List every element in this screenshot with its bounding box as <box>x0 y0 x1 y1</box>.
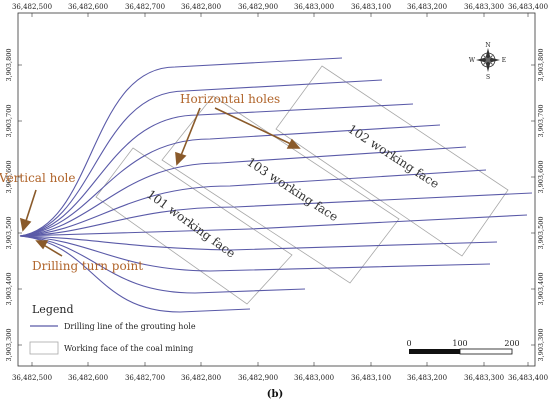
bottom-tick-label: 36,482,600 <box>68 374 108 382</box>
left-tick-label: 3,903,700 <box>5 104 13 137</box>
working-face-103-outline <box>161 95 400 284</box>
compass-s: S <box>486 74 490 81</box>
compass-e: E <box>502 57 506 64</box>
top-tick-label: 36,482,900 <box>238 3 278 11</box>
left-tick-label: 3,903,300 <box>5 328 13 361</box>
left-tick-label: 3,903,500 <box>5 216 13 249</box>
arrow-vertical-hole <box>24 189 37 225</box>
arrowhead-icon <box>19 217 32 232</box>
top-tick-label: 36,483,100 <box>351 3 391 11</box>
top-tick-label: 36,482,500 <box>12 3 52 11</box>
arrow-horizontal-holes-right <box>214 107 294 146</box>
right-tick-label: 3,903,400 <box>537 272 545 305</box>
arrowhead-icon <box>286 138 301 149</box>
arrowhead-icon <box>35 240 49 250</box>
top-tick-label: 36,483,000 <box>294 3 334 11</box>
figure-caption: (b) <box>267 389 283 400</box>
legend-title: Legend <box>32 303 74 316</box>
top-tick-label: 36,483,400 <box>508 3 548 11</box>
right-tick-label: 3,903,700 <box>537 104 545 137</box>
drilling-line <box>19 103 414 237</box>
map-frame <box>17 12 536 367</box>
working-face-102-label: 102 working face <box>345 122 441 191</box>
right-tick-label: 3,903,300 <box>537 328 545 361</box>
drilling-line <box>19 146 467 237</box>
drilling-line <box>19 79 383 237</box>
drilling-line <box>19 214 528 237</box>
bottom-tick-label: 36,483,000 <box>294 374 334 382</box>
bottom-tick-label: 36,482,500 <box>12 374 52 382</box>
legend-working-face-label: Working face of the coal mining <box>64 344 193 353</box>
right-tick-label: 3,903,600 <box>537 160 545 193</box>
legend-working-face-swatch <box>29 341 59 355</box>
scale-segment-white <box>459 348 513 355</box>
drilling-line <box>19 235 491 272</box>
top-tick-label: 36,482,700 <box>125 3 165 11</box>
compass-icon: N S E W <box>469 42 506 81</box>
working-face-103-label: 103 working face <box>244 155 340 224</box>
top-tick-label: 36,482,600 <box>68 3 108 11</box>
bottom-tick-label: 36,482,800 <box>181 374 221 382</box>
arrow-drilling-turn-point <box>41 243 63 257</box>
right-tick-labels: 3,903,800 3,903,700 3,903,600 3,903,500 … <box>537 48 545 361</box>
bottom-tick-label: 36,483,200 <box>407 374 447 382</box>
scale-label-100: 100 <box>452 339 467 348</box>
legend: Legend Drilling line of the grouting hol… <box>29 303 196 355</box>
bottom-tick-label: 36,483,100 <box>351 374 391 382</box>
right-tick-label: 3,903,800 <box>537 48 545 81</box>
top-tick-label: 36,483,200 <box>407 3 447 11</box>
arrowhead-icon <box>175 151 187 166</box>
drilling-line <box>19 235 498 251</box>
drilling-line <box>19 169 487 237</box>
tick-marks <box>18 13 535 366</box>
top-tick-label: 36,483,300 <box>464 3 504 11</box>
left-tick-labels: 3,903,800 3,903,700 3,903,600 3,903,500 … <box>5 48 13 361</box>
working-face-101-outline <box>95 147 293 305</box>
annotation-arrows <box>19 107 301 257</box>
drilling-line <box>19 57 343 237</box>
bottom-tick-label: 36,483,300 <box>464 374 504 382</box>
drilling-lines <box>19 57 533 313</box>
scale-label-0: 0 <box>406 339 411 348</box>
legend-drilling-line-label: Drilling line of the grouting hole <box>64 322 196 331</box>
right-tick-label: 3,903,500 <box>537 216 545 249</box>
compass-n: N <box>485 42 490 49</box>
drilling-line <box>19 192 533 237</box>
arrow-horizontal-holes-left <box>179 107 201 159</box>
bottom-tick-label: 36,482,900 <box>238 374 278 382</box>
bottom-tick-label: 36,482,700 <box>125 374 165 382</box>
left-tick-label: 3,903,400 <box>5 272 13 305</box>
top-tick-labels: 36,482,500 36,482,600 36,482,700 36,482,… <box>12 3 548 11</box>
scale-label-200: 200 <box>504 339 519 348</box>
annotation-drilling-turn-point: Drilling turn point <box>32 259 143 273</box>
bottom-tick-labels: 36,482,500 36,482,600 36,482,700 36,482,… <box>12 374 548 382</box>
scale-segment-black <box>409 349 460 354</box>
left-tick-label: 3,903,800 <box>5 48 13 81</box>
left-tick-label: 3,903,600 <box>5 160 13 193</box>
compass-w: W <box>469 57 476 64</box>
annotation-horizontal-holes: Horizontal holes <box>180 92 280 106</box>
bottom-tick-label: 36,483,400 <box>508 374 548 382</box>
scale-bar: 0 100 200 <box>406 339 520 355</box>
drilling-line <box>19 124 441 237</box>
working-face-101-label: 101 working face <box>144 187 238 260</box>
top-tick-label: 36,482,800 <box>181 3 221 11</box>
annotation-vertical-hole: Vertical hole <box>0 171 75 185</box>
